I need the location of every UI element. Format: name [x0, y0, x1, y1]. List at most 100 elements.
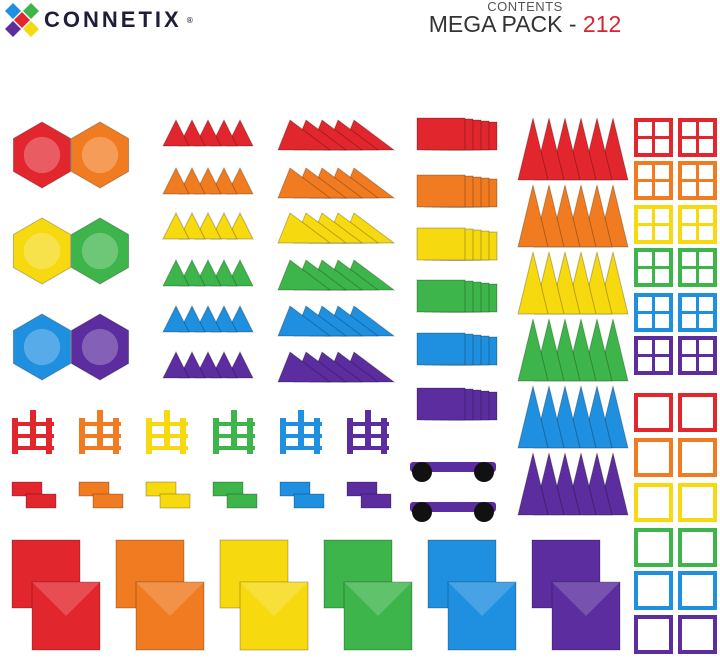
logo-diamonds-icon	[5, 3, 39, 37]
square-piece	[416, 332, 466, 366]
frame-square-piece	[678, 438, 717, 477]
big-square-pattern	[552, 582, 620, 616]
pack-name: MEGA PACK -	[428, 11, 583, 37]
ladder-piece	[231, 410, 237, 446]
ladder-rung	[12, 422, 54, 426]
big-square-piece	[135, 581, 205, 651]
hexagon-piece	[70, 217, 130, 285]
piece-count: 212	[582, 11, 622, 37]
small-triangle-piece	[162, 118, 190, 147]
small-triangle-piece	[162, 166, 190, 195]
tall-triangle-piece	[517, 117, 549, 181]
square-piece	[416, 387, 466, 421]
big-square-pattern	[136, 582, 204, 616]
ladder-rung	[12, 446, 54, 450]
wheel	[474, 462, 494, 482]
ladder-rung	[213, 446, 255, 450]
ladder-rung	[146, 446, 188, 450]
frame-square-piece	[678, 528, 717, 567]
hexagon-pattern	[81, 328, 119, 366]
hexagon-pattern	[81, 136, 119, 174]
ladder-rung	[280, 434, 322, 438]
frame-square-piece	[634, 393, 673, 432]
registered-mark: ®	[185, 15, 194, 25]
ladder-piece	[97, 410, 103, 446]
small-triangle-piece	[162, 304, 190, 333]
contents-label: CONTENTS	[487, 0, 563, 14]
hexagon-piece	[12, 121, 72, 189]
rectangle-piece	[226, 493, 258, 509]
big-square-piece	[31, 581, 101, 651]
tall-triangle-piece	[517, 318, 549, 382]
small-triangle-piece	[162, 350, 190, 379]
ladder-rung	[12, 434, 54, 438]
tall-triangle-piece	[517, 251, 549, 315]
right-triangle-piece	[277, 212, 332, 244]
frame-square-piece	[634, 615, 673, 654]
rectangle-piece	[293, 493, 325, 509]
big-square-pattern	[32, 582, 100, 616]
ladder-piece	[30, 410, 36, 446]
ladder-rung	[146, 434, 188, 438]
frame-square-piece	[678, 615, 717, 654]
hexagon-pattern	[23, 328, 61, 366]
frame-square-piece	[634, 528, 673, 567]
rectangle-piece	[25, 493, 57, 509]
big-square-piece	[239, 581, 309, 651]
hexagon-piece	[70, 121, 130, 189]
ladder-rung	[79, 422, 121, 426]
hexagon-piece	[70, 313, 130, 381]
square-piece	[416, 117, 466, 151]
ladder-rung	[280, 446, 322, 450]
big-square-piece	[343, 581, 413, 651]
frame-square-piece	[634, 438, 673, 477]
frame-square-piece	[634, 571, 673, 610]
ladder-rung	[213, 422, 255, 426]
frame-square-piece	[634, 483, 673, 522]
ladder-piece	[298, 410, 304, 446]
hexagon-pattern	[23, 232, 61, 270]
rectangle-piece	[159, 493, 191, 509]
rectangle-piece	[92, 493, 124, 509]
tall-triangle-piece	[517, 385, 549, 449]
ladder-rung	[347, 422, 389, 426]
big-square-piece	[551, 581, 621, 651]
hexagon-pattern	[23, 136, 61, 174]
frame-square-piece	[678, 483, 717, 522]
square-piece	[416, 227, 466, 261]
ladder-rung	[347, 434, 389, 438]
wheel	[474, 502, 494, 522]
hexagon-piece	[12, 217, 72, 285]
frame-square-piece	[678, 393, 717, 432]
hexagon-pattern	[81, 232, 119, 270]
ladder-rung	[79, 434, 121, 438]
connetix-logo: CONNETIX ®	[4, 2, 194, 38]
right-triangle-piece	[277, 259, 332, 291]
frame-square-piece	[678, 571, 717, 610]
wheel	[412, 502, 432, 522]
right-triangle-piece	[277, 167, 332, 199]
ladder-rung	[79, 446, 121, 450]
hexagon-piece	[12, 313, 72, 381]
ladder-rung	[213, 434, 255, 438]
rectangle-piece	[360, 493, 392, 509]
square-piece	[416, 279, 466, 313]
right-triangle-piece	[277, 351, 332, 383]
ladder-rung	[347, 446, 389, 450]
ladder-piece	[164, 410, 170, 446]
pack-title: MEGA PACK - 212	[410, 11, 640, 38]
right-triangle-piece	[277, 305, 332, 337]
tall-triangle-piece	[517, 184, 549, 248]
big-square-pattern	[344, 582, 412, 616]
ladder-rung	[280, 422, 322, 426]
small-triangle-piece	[162, 258, 190, 287]
tall-triangle-piece	[517, 452, 549, 516]
ladder-rung	[146, 422, 188, 426]
wheel	[412, 462, 432, 482]
big-square-pattern	[240, 582, 308, 616]
small-triangle-piece	[162, 211, 190, 240]
square-piece	[416, 174, 466, 208]
header: CONTENTS MEGA PACK - 212	[410, 0, 640, 38]
big-square-piece	[447, 581, 517, 651]
